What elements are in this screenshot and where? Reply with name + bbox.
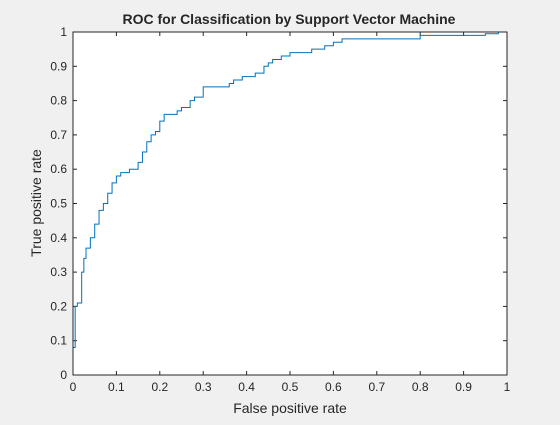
y-tick-label: 0.8 (50, 94, 67, 108)
y-tick-label: 0.9 (50, 59, 67, 73)
y-tick-label: 0.3 (50, 265, 67, 279)
y-tick-label: 0.1 (50, 334, 67, 348)
x-tick-label: 0.5 (282, 380, 299, 394)
ticks: 0 0.1 0.2 0.3 0.4 0.5 0.6 0.7 0.8 0.9 1 0 0.1 0.2 0.3 0… (50, 25, 510, 394)
plot-area (73, 32, 507, 375)
roc-curve-line (72, 31, 507, 375)
x-tick-label: 0 (70, 380, 77, 394)
y-tick-label: 0.4 (50, 231, 67, 245)
y-tick-label: 0.5 (50, 197, 67, 211)
data-layer (72, 31, 507, 375)
y-axis-label: True positive rate (28, 149, 44, 257)
chart-title: ROC for Classification by Support Vector… (123, 11, 456, 27)
x-tick-label: 0.7 (368, 380, 385, 394)
x-tick-label: 0.9 (455, 380, 472, 394)
y-tick-label: 1 (60, 25, 67, 39)
axes-box (72, 31, 508, 376)
y-tick-label: 0 (60, 368, 67, 382)
x-tick-label: 0.3 (195, 380, 212, 394)
x-tick-label: 0.1 (108, 380, 125, 394)
x-tick-label: 0.6 (325, 380, 342, 394)
y-tick-label: 0.6 (50, 162, 67, 176)
y-tick-label: 0.2 (50, 299, 67, 313)
y-tick-label: 0.7 (50, 128, 67, 142)
x-tick-label: 1 (504, 380, 511, 394)
x-tick-label: 0.2 (151, 380, 168, 394)
x-tick-label: 0.4 (238, 380, 255, 394)
x-tick-label: 0.8 (412, 380, 429, 394)
x-axis-label: False positive rate (233, 400, 347, 416)
